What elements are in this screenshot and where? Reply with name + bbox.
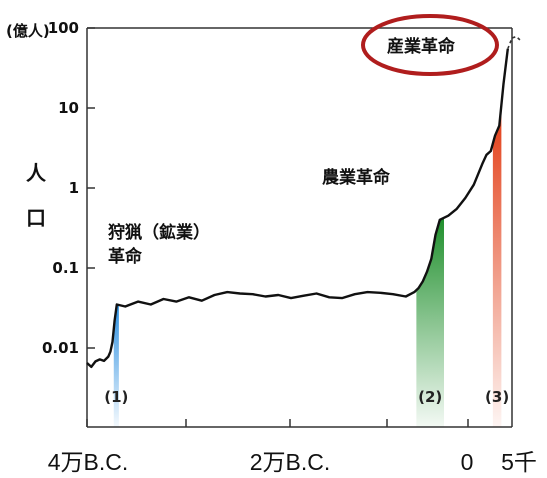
highlight-band [492,104,502,427]
annotation-industrial-revolution: 産業革命 [387,36,456,57]
highlight-band [113,304,119,427]
annotation-agricultural-revolution: 農業革命 [322,167,391,188]
annotation-hunting-revolution: 狩猟（鉱業） [108,222,210,243]
y-tick-label: 1 [69,179,79,197]
x-tick-label: 5千 [501,449,537,475]
annotation-hunting-revolution-line2: 革命 [108,246,143,267]
band-marker-label: (1) [104,388,128,406]
y-tick-label: 0.01 [42,339,79,357]
y-tick-label: 10 [58,99,79,117]
x-tick-label: 2万B.C. [250,449,331,475]
industrial-revolution-circle [361,14,499,76]
y-axis-label-char-1: 人 [26,161,47,185]
y-tick-label: 100 [48,19,79,37]
band-marker-label: (2) [418,388,442,406]
x-ticks: 4万B.C. 2万B.C. 0 5千 [48,419,537,475]
band-marker-label: (3) [485,388,509,406]
band-markers: (1) (2) (3) [104,388,509,406]
x-tick-label: 4万B.C. [48,449,129,475]
x-tick-label: 0 [461,449,474,475]
y-axis-label-char-2: 口 [26,206,46,230]
population-line [86,48,509,369]
y-ticks: 100 10 1 0.1 0.01 [42,19,95,357]
y-tick-label: 0.1 [52,259,79,277]
projection-dashed-line [507,35,522,50]
highlight-band [416,217,444,427]
highlight-bands [113,104,502,427]
y-unit-label: (億人) [6,22,50,40]
